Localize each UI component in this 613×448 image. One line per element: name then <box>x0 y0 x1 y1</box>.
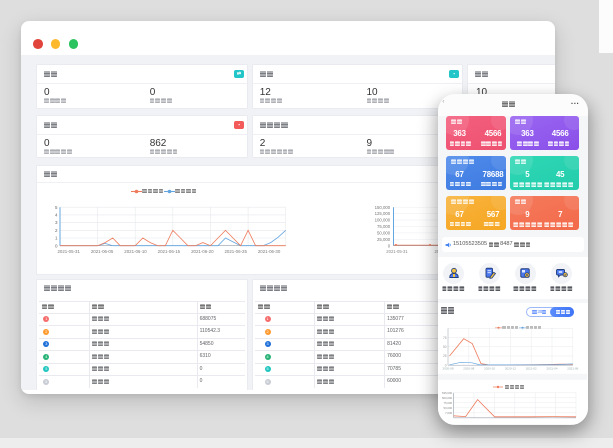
svg-text:5: 5 <box>55 204 58 209</box>
svg-text:3: 3 <box>55 220 58 225</box>
svg-text:0: 0 <box>55 243 58 248</box>
svg-text:2020-08: 2020-08 <box>443 367 454 371</box>
svg-text:2021-02: 2021-02 <box>526 367 537 371</box>
svg-text:500,000: 500,000 <box>442 396 453 400</box>
svg-text:75,000: 75,000 <box>377 224 391 229</box>
svg-text:75: 75 <box>443 336 447 340</box>
svg-text:50,000: 50,000 <box>444 406 453 410</box>
svg-text:2021-06-20: 2021-06-20 <box>191 249 214 254</box>
svg-text:2020-12: 2020-12 <box>505 367 516 371</box>
svg-text:2021-06-30: 2021-06-30 <box>258 249 281 254</box>
svg-text:125,000: 125,000 <box>375 211 391 216</box>
svg-text:2021-04: 2021-04 <box>547 367 558 371</box>
svg-text:2020-10: 2020-10 <box>484 367 495 371</box>
svg-text:50: 50 <box>443 345 447 349</box>
svg-text:2021-05-31: 2021-05-31 <box>57 249 80 254</box>
svg-text:2021-05-31: 2021-05-31 <box>386 249 408 254</box>
svg-text:25: 25 <box>443 354 447 358</box>
svg-text:50,000: 50,000 <box>377 230 391 235</box>
svg-text:2021-06-15: 2021-06-15 <box>158 249 181 254</box>
svg-text:0: 0 <box>445 364 447 368</box>
svg-text:7,000: 7,000 <box>445 411 452 415</box>
svg-text:4: 4 <box>55 212 58 217</box>
svg-text:1: 1 <box>55 235 58 240</box>
svg-text:2020-08: 2020-08 <box>464 367 475 371</box>
svg-text:150,000: 150,000 <box>375 204 391 209</box>
svg-text:535,000: 535,000 <box>442 391 453 395</box>
svg-text:2021-06-25: 2021-06-25 <box>224 249 247 254</box>
svg-text:2021-06: 2021-06 <box>568 367 579 371</box>
svg-text:2021-06-05: 2021-06-05 <box>91 249 114 254</box>
svg-text:25,000: 25,000 <box>377 236 391 241</box>
svg-text:100,000: 100,000 <box>375 217 391 222</box>
svg-text:0: 0 <box>388 243 391 248</box>
svg-text:75,000: 75,000 <box>444 401 453 405</box>
svg-text:2: 2 <box>55 227 58 232</box>
svg-text:2021-06-10: 2021-06-10 <box>124 249 147 254</box>
